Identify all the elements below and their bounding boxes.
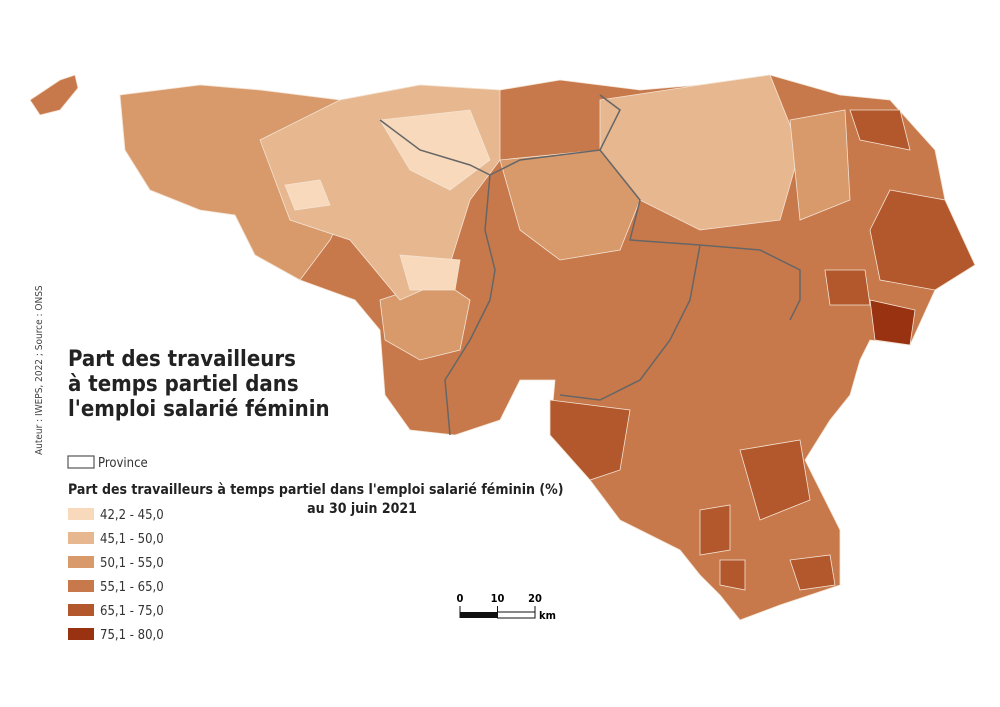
legend-swatch	[68, 580, 94, 592]
map-title: à temps partiel dans	[68, 372, 299, 397]
legend-swatch	[68, 604, 94, 616]
scale-segment	[497, 611, 536, 619]
scale-unit: km	[539, 609, 556, 622]
region	[739, 439, 811, 521]
province-swatch	[67, 455, 95, 469]
scale-segment	[460, 612, 498, 618]
region	[379, 109, 491, 191]
legend-label: 45,1 - 50,0	[100, 532, 164, 547]
region	[699, 504, 731, 556]
credit: Auteur : IWEPS, 2022 ; Source : ONSS	[34, 285, 45, 455]
province-border	[559, 244, 701, 401]
region	[719, 559, 746, 591]
legend-label: 55,1 - 65,0	[100, 580, 164, 595]
region	[869, 299, 916, 346]
province-border	[599, 94, 621, 151]
legend-swatch	[68, 628, 94, 640]
legend-swatch	[68, 556, 94, 568]
map-title: Part des travailleurs	[68, 347, 296, 372]
province-border	[444, 299, 491, 436]
legend-swatch	[68, 508, 94, 520]
region	[399, 254, 461, 291]
scale-tick-label: 0	[457, 592, 464, 605]
region	[849, 109, 911, 151]
province-label: Province	[98, 456, 148, 471]
legend-subtitle: au 30 juin 2021	[307, 501, 417, 517]
region	[789, 554, 836, 591]
province-border	[379, 119, 491, 176]
scale-tick-label: 10	[491, 592, 505, 605]
region	[29, 74, 79, 116]
province-border	[489, 149, 801, 321]
legend-label: 42,2 - 45,0	[100, 508, 164, 523]
legend-label: 75,1 - 80,0	[100, 628, 164, 643]
map-title: l'emploi salarié féminin	[68, 397, 330, 422]
scale-tick-label: 20	[528, 592, 542, 605]
province-borders	[379, 94, 801, 436]
legend: 42,2 - 45,0 45,1 - 50,0 50,1 - 55,0 55,1 - …	[68, 508, 164, 643]
legend-label: 65,1 - 75,0	[100, 604, 164, 619]
legend-swatch	[68, 532, 94, 544]
region	[284, 179, 331, 211]
scale-bar: 0 10 20 km	[457, 592, 556, 622]
region	[869, 189, 976, 291]
map	[29, 74, 976, 621]
legend-label: 50,1 - 55,0	[100, 556, 164, 571]
province-border	[484, 174, 496, 301]
region	[824, 269, 871, 306]
legend-title: Part des travailleurs à temps partiel da…	[68, 482, 564, 498]
region	[549, 399, 631, 481]
region	[789, 109, 851, 221]
